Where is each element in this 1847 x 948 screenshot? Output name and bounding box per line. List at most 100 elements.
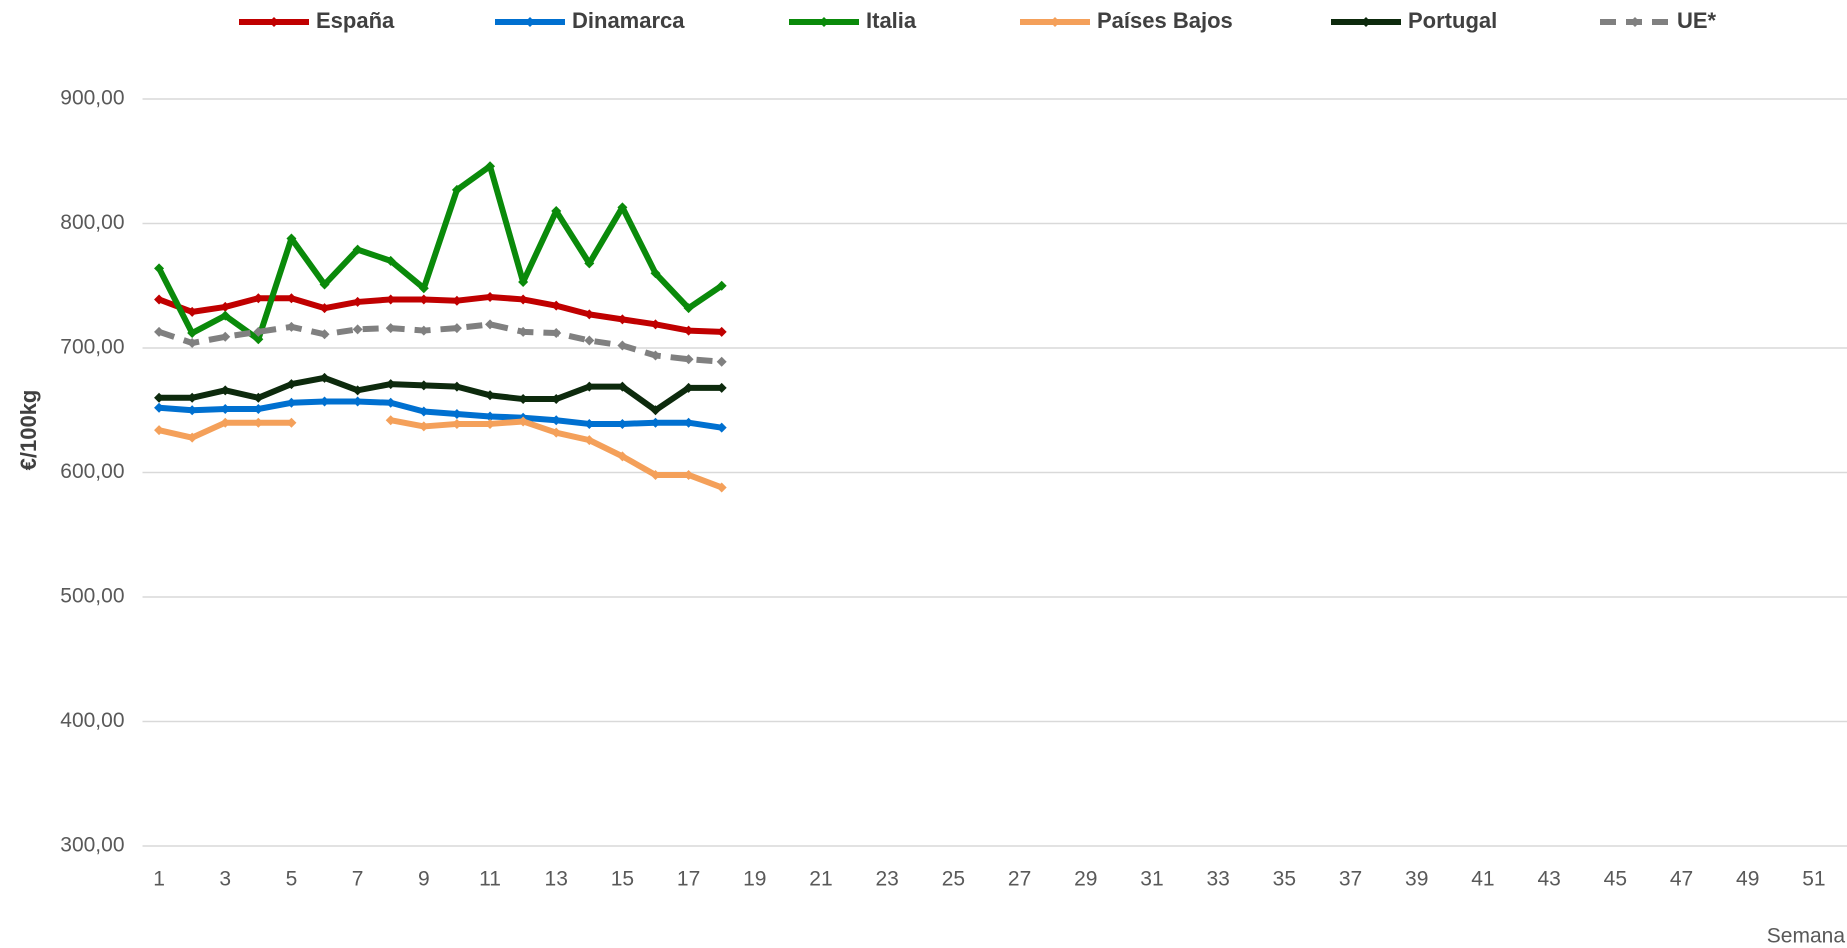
data-point <box>485 291 496 302</box>
data-point <box>418 283 429 294</box>
data-point <box>451 295 462 306</box>
data-point <box>253 404 264 415</box>
data-point <box>551 206 562 217</box>
data-point <box>220 310 231 321</box>
data-point <box>418 421 429 432</box>
data-point <box>451 184 462 195</box>
data-point <box>518 416 529 427</box>
series-line <box>158 321 722 365</box>
x-tick-label: 37 <box>1339 868 1362 891</box>
data-point <box>352 296 363 307</box>
data-point <box>518 277 529 288</box>
data-point <box>650 469 661 480</box>
data-point <box>220 301 231 312</box>
data-point <box>187 338 198 349</box>
legend-marker <box>819 17 829 27</box>
data-point <box>286 379 297 390</box>
x-tick-label: 1 <box>153 868 165 891</box>
x-tick-label: 31 <box>1140 868 1163 891</box>
data-point <box>518 294 529 305</box>
data-point <box>286 321 297 332</box>
data-point <box>485 390 496 401</box>
legend-label: Italia <box>866 8 917 33</box>
data-point <box>187 392 198 403</box>
x-tick-label: 39 <box>1405 868 1428 891</box>
data-point <box>518 394 529 405</box>
legend-marker <box>1630 17 1640 27</box>
x-tick-label: 33 <box>1206 868 1229 891</box>
data-point <box>154 326 165 337</box>
legend-label: Países Bajos <box>1097 8 1233 33</box>
data-point <box>451 381 462 392</box>
x-tick-label: 9 <box>418 868 430 891</box>
data-point <box>584 381 595 392</box>
y-axis-label: €/100kg <box>16 390 41 471</box>
data-point <box>220 331 231 342</box>
data-point <box>253 326 264 337</box>
data-point <box>485 418 496 429</box>
data-point <box>154 392 165 403</box>
data-point <box>253 417 264 428</box>
data-point <box>451 323 462 334</box>
data-point <box>451 408 462 419</box>
series-line <box>158 417 723 491</box>
data-point <box>385 397 396 408</box>
data-point <box>617 418 628 429</box>
data-point <box>187 328 198 339</box>
data-point <box>551 300 562 311</box>
data-point <box>584 258 595 269</box>
data-point <box>154 425 165 436</box>
data-point <box>154 263 165 274</box>
data-point <box>286 397 297 408</box>
series-line <box>156 163 724 343</box>
data-point <box>187 432 198 443</box>
x-tick-label: 47 <box>1670 868 1693 891</box>
data-point <box>187 405 198 416</box>
legend-label: España <box>316 8 395 33</box>
data-point <box>584 418 595 429</box>
x-tick-label: 29 <box>1074 868 1097 891</box>
data-point <box>551 427 562 438</box>
data-point <box>650 268 661 279</box>
data-point <box>485 411 496 422</box>
data-point <box>220 385 231 396</box>
x-tick-label: 13 <box>545 868 568 891</box>
y-tick-label: 300,00 <box>60 834 124 857</box>
series-line <box>159 374 722 414</box>
legend-marker <box>525 17 535 27</box>
legend-label: UE* <box>1677 8 1717 33</box>
x-tick-label: 19 <box>743 868 766 891</box>
data-point <box>683 325 694 336</box>
x-tick-label: 41 <box>1471 868 1494 891</box>
data-point <box>220 417 231 428</box>
data-point <box>319 396 330 407</box>
data-point <box>683 469 694 480</box>
data-point <box>617 340 628 351</box>
data-point <box>385 323 396 334</box>
data-point <box>418 325 429 336</box>
x-tick-label: 11 <box>479 868 501 891</box>
data-point <box>220 404 231 415</box>
y-tick-label: 600,00 <box>60 460 124 483</box>
series-line <box>158 398 723 431</box>
x-tick-label: 35 <box>1273 868 1296 891</box>
data-point <box>716 422 727 433</box>
x-tick-label: 5 <box>286 868 298 891</box>
data-point <box>716 326 727 337</box>
data-point <box>485 319 496 330</box>
data-point <box>451 418 462 429</box>
data-point <box>385 255 396 266</box>
series-line <box>157 293 722 335</box>
data-point <box>551 328 562 339</box>
data-point <box>683 354 694 365</box>
y-tick-label: 800,00 <box>60 211 124 234</box>
data-point <box>352 244 363 255</box>
data-point <box>418 380 429 391</box>
data-point <box>716 356 727 367</box>
data-point <box>286 233 297 244</box>
x-tick-label: 27 <box>1008 868 1031 891</box>
legend-marker <box>269 17 279 27</box>
data-point <box>485 161 496 172</box>
data-point <box>683 303 694 314</box>
